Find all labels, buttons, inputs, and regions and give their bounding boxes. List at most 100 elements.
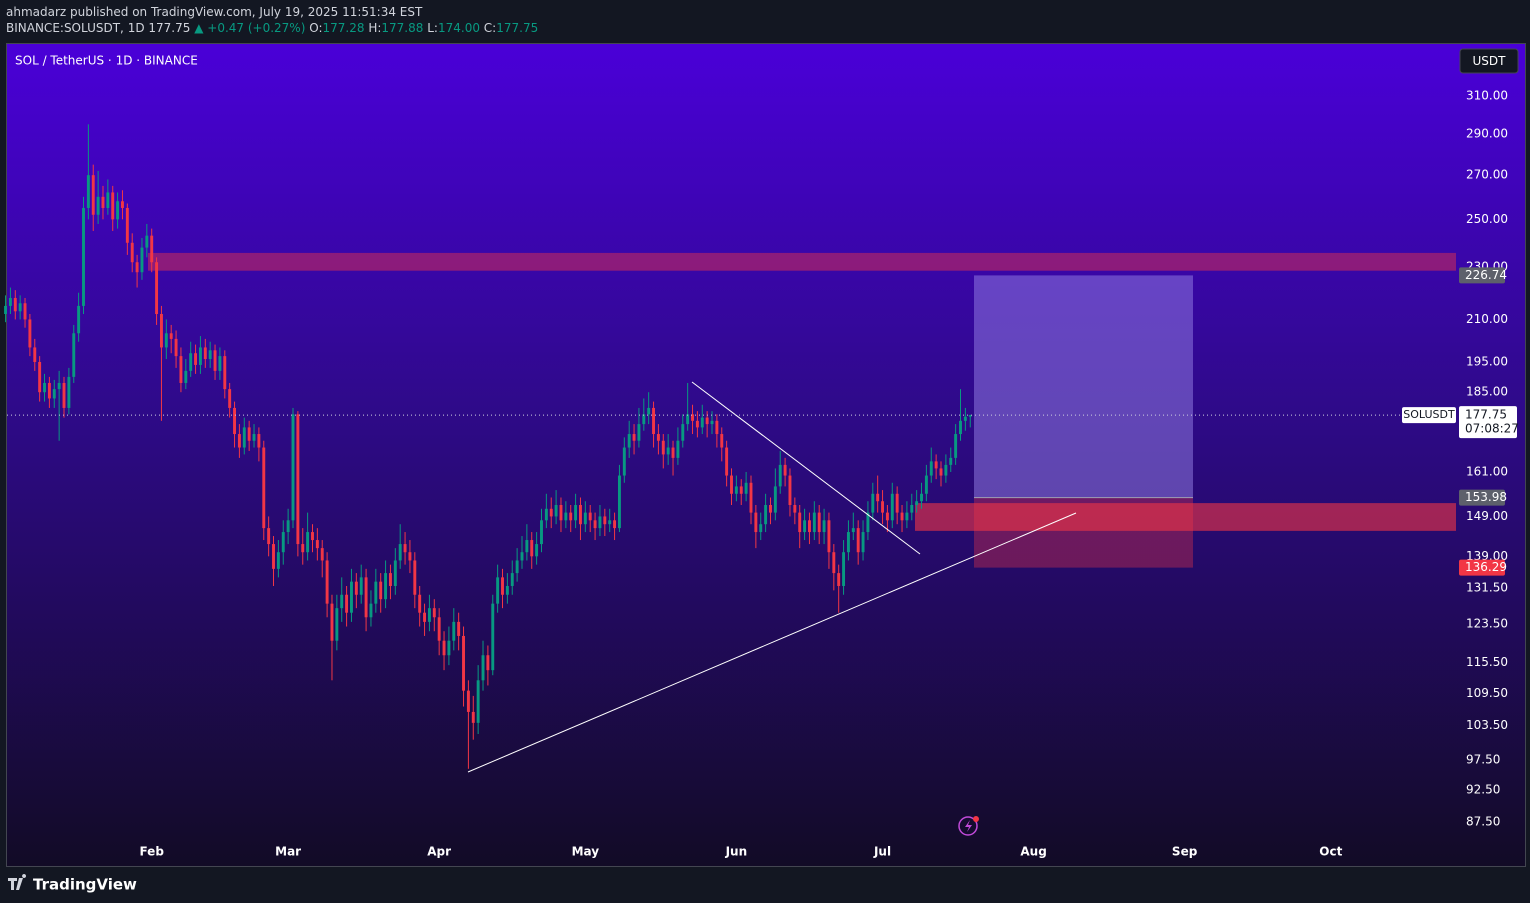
candle-body bbox=[47, 382, 51, 399]
candle-body bbox=[744, 482, 748, 494]
position-label: 226.74 bbox=[1465, 268, 1507, 282]
chart-title: SOL / TetherUS · 1D · BINANCE bbox=[15, 54, 198, 68]
candle-body bbox=[559, 504, 563, 521]
candle-body bbox=[374, 581, 378, 604]
candle-body bbox=[189, 353, 193, 371]
ohlc-label: L: bbox=[427, 21, 438, 35]
event-icon-bolt bbox=[965, 820, 972, 832]
candle-body bbox=[929, 461, 933, 476]
candle-body bbox=[330, 603, 334, 641]
candle-body bbox=[851, 528, 855, 533]
x-tick-label: Sep bbox=[1172, 845, 1198, 859]
candle-body bbox=[393, 560, 397, 586]
candle-body bbox=[476, 680, 480, 723]
candle-body bbox=[388, 573, 392, 586]
candle-body bbox=[96, 196, 100, 215]
last-price: 177.75 bbox=[148, 21, 191, 35]
candle-body bbox=[798, 512, 802, 533]
candle-body bbox=[905, 512, 909, 521]
candle-body bbox=[164, 333, 168, 348]
candle-body bbox=[549, 508, 553, 517]
y-tick-label: 87.50 bbox=[1466, 815, 1500, 829]
candle-body bbox=[442, 640, 446, 656]
candle-body bbox=[101, 196, 105, 208]
candle-body bbox=[637, 424, 641, 441]
candle-body bbox=[671, 447, 675, 458]
position-label: 153.98 bbox=[1465, 490, 1507, 504]
position-label: 136.29 bbox=[1465, 560, 1507, 574]
y-tick-label: 115.50 bbox=[1466, 655, 1508, 669]
candle-body bbox=[106, 192, 110, 208]
change: ▲ +0.47 (+0.27%) bbox=[194, 21, 306, 35]
candle-body bbox=[8, 297, 12, 306]
candle-body bbox=[169, 333, 173, 339]
candle-body bbox=[208, 350, 212, 360]
candle-body bbox=[739, 486, 743, 494]
symbol-label-bg bbox=[1402, 407, 1456, 424]
candle-body bbox=[501, 577, 504, 595]
ohlc-value: 177.75 bbox=[496, 21, 539, 35]
candle-body bbox=[72, 333, 76, 377]
zone bbox=[915, 503, 1456, 531]
candle-body bbox=[481, 655, 485, 681]
candle-body bbox=[525, 540, 529, 553]
x-tick-label: May bbox=[572, 845, 600, 859]
event-icon[interactable] bbox=[958, 816, 978, 836]
candle-body bbox=[262, 447, 266, 529]
candle-body bbox=[700, 417, 704, 428]
candle-body bbox=[194, 353, 198, 365]
candle-body bbox=[350, 581, 353, 613]
candle-body bbox=[837, 573, 841, 586]
candle-body bbox=[359, 577, 363, 595]
candle-body bbox=[773, 486, 777, 513]
candle-body bbox=[228, 389, 232, 408]
candle-body bbox=[588, 512, 592, 521]
candle-body bbox=[778, 464, 782, 487]
y-tick-label: 97.50 bbox=[1466, 752, 1500, 766]
candle-body bbox=[447, 640, 451, 656]
countdown: 07:08:27 bbox=[1465, 422, 1519, 436]
candle-body bbox=[335, 608, 339, 641]
candle-body bbox=[968, 415, 972, 417]
candle-body bbox=[920, 493, 923, 502]
candle-body bbox=[803, 520, 807, 533]
candle-body bbox=[822, 520, 826, 533]
quote-line: BINANCE:SOLUSDT, 1D 177.75 ▲ +0.47 (+0.2… bbox=[6, 20, 538, 36]
candle-body bbox=[924, 475, 928, 494]
candle-body bbox=[291, 414, 295, 521]
candle-body bbox=[730, 475, 733, 494]
candle-body bbox=[691, 414, 694, 421]
ohlc-label: O: bbox=[309, 21, 323, 35]
candle-body bbox=[963, 416, 967, 421]
candle-body bbox=[466, 690, 470, 712]
brand-logo bbox=[8, 874, 27, 890]
candle-body bbox=[564, 512, 568, 521]
y-tick-label: 109.50 bbox=[1466, 686, 1508, 700]
candle-body bbox=[77, 305, 81, 334]
candle-body bbox=[832, 552, 836, 574]
candle-body bbox=[457, 621, 461, 636]
loss-zone bbox=[974, 497, 1193, 568]
ohlc-value: 174.00 bbox=[437, 21, 480, 35]
publish-line: ahmadarz published on TradingView.com, J… bbox=[6, 5, 423, 19]
candle-body bbox=[788, 475, 792, 505]
candle-body bbox=[18, 303, 22, 312]
candle-body bbox=[423, 612, 427, 622]
currency-button[interactable] bbox=[1459, 48, 1519, 74]
candle-body bbox=[301, 544, 305, 553]
candle-body bbox=[432, 608, 436, 618]
candle-body bbox=[398, 544, 402, 561]
candle-body bbox=[647, 407, 651, 415]
zone bbox=[148, 252, 1456, 271]
currency[interactable]: USDT bbox=[1473, 54, 1507, 68]
candle-body bbox=[179, 356, 183, 383]
candle-body bbox=[364, 577, 368, 618]
candle-body bbox=[632, 434, 636, 441]
candle-body bbox=[764, 504, 768, 525]
event-dot bbox=[973, 816, 979, 822]
candle-body bbox=[486, 655, 490, 671]
candles bbox=[4, 124, 972, 769]
x-tick-label: Aug bbox=[1020, 845, 1046, 859]
candle-body bbox=[890, 493, 894, 521]
candle-body bbox=[4, 305, 7, 314]
